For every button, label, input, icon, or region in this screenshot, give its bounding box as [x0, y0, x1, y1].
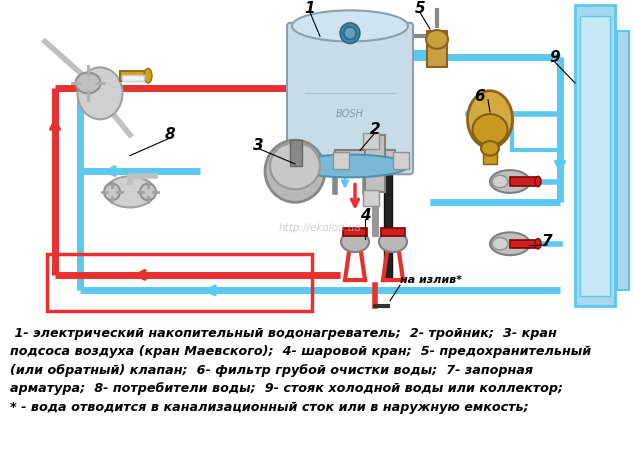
Bar [510, 177, 538, 186]
Text: 1- электрический накопительный водонагреватель;  2- тройник;  3- кран
подсоса во: 1- электрический накопительный водонагре… [10, 327, 591, 414]
Bar [617, 31, 629, 290]
Ellipse shape [490, 232, 530, 255]
Circle shape [104, 183, 120, 200]
Bar [363, 133, 379, 149]
Text: BOSH: BOSH [336, 109, 364, 119]
Bar [381, 228, 405, 236]
Ellipse shape [535, 239, 541, 249]
Ellipse shape [481, 141, 499, 155]
Text: 2: 2 [370, 122, 380, 137]
Bar [335, 150, 395, 171]
Circle shape [340, 23, 360, 44]
Ellipse shape [77, 67, 122, 119]
Ellipse shape [490, 170, 530, 193]
Ellipse shape [105, 177, 155, 207]
Text: 5: 5 [415, 1, 425, 16]
Bar [363, 190, 379, 207]
Text: 3: 3 [253, 138, 263, 153]
Bar [575, 5, 615, 306]
Bar [290, 140, 302, 166]
Bar [393, 153, 409, 169]
Text: 7: 7 [541, 234, 552, 249]
Ellipse shape [341, 231, 369, 252]
Ellipse shape [492, 237, 508, 250]
Circle shape [140, 183, 156, 200]
Bar [483, 148, 497, 164]
Bar [510, 240, 538, 248]
Ellipse shape [426, 30, 448, 49]
Circle shape [344, 27, 356, 40]
Bar [580, 16, 610, 296]
Ellipse shape [492, 175, 508, 188]
Text: 8: 8 [165, 127, 176, 142]
Bar [122, 75, 144, 81]
Ellipse shape [535, 177, 541, 187]
Ellipse shape [75, 73, 101, 93]
Ellipse shape [292, 11, 408, 41]
Ellipse shape [144, 69, 152, 83]
Text: http://ekolod.ua: http://ekolod.ua [278, 223, 361, 233]
Bar [343, 228, 367, 236]
Bar [368, 26, 408, 67]
Text: 6: 6 [475, 89, 485, 104]
FancyBboxPatch shape [287, 23, 413, 174]
Ellipse shape [265, 140, 325, 202]
Bar [384, 31, 392, 280]
Ellipse shape [292, 154, 408, 177]
Bar [365, 135, 385, 192]
Text: на излив*: на излив* [400, 275, 462, 285]
Bar [333, 153, 349, 169]
Ellipse shape [270, 142, 320, 189]
Bar [427, 31, 447, 67]
Bar [47, 254, 312, 311]
Text: 1: 1 [305, 1, 315, 16]
Ellipse shape [467, 91, 512, 148]
Text: 9: 9 [550, 49, 560, 65]
Bar [120, 71, 145, 81]
Ellipse shape [472, 114, 507, 145]
Ellipse shape [379, 231, 407, 252]
Text: 4: 4 [359, 208, 370, 223]
